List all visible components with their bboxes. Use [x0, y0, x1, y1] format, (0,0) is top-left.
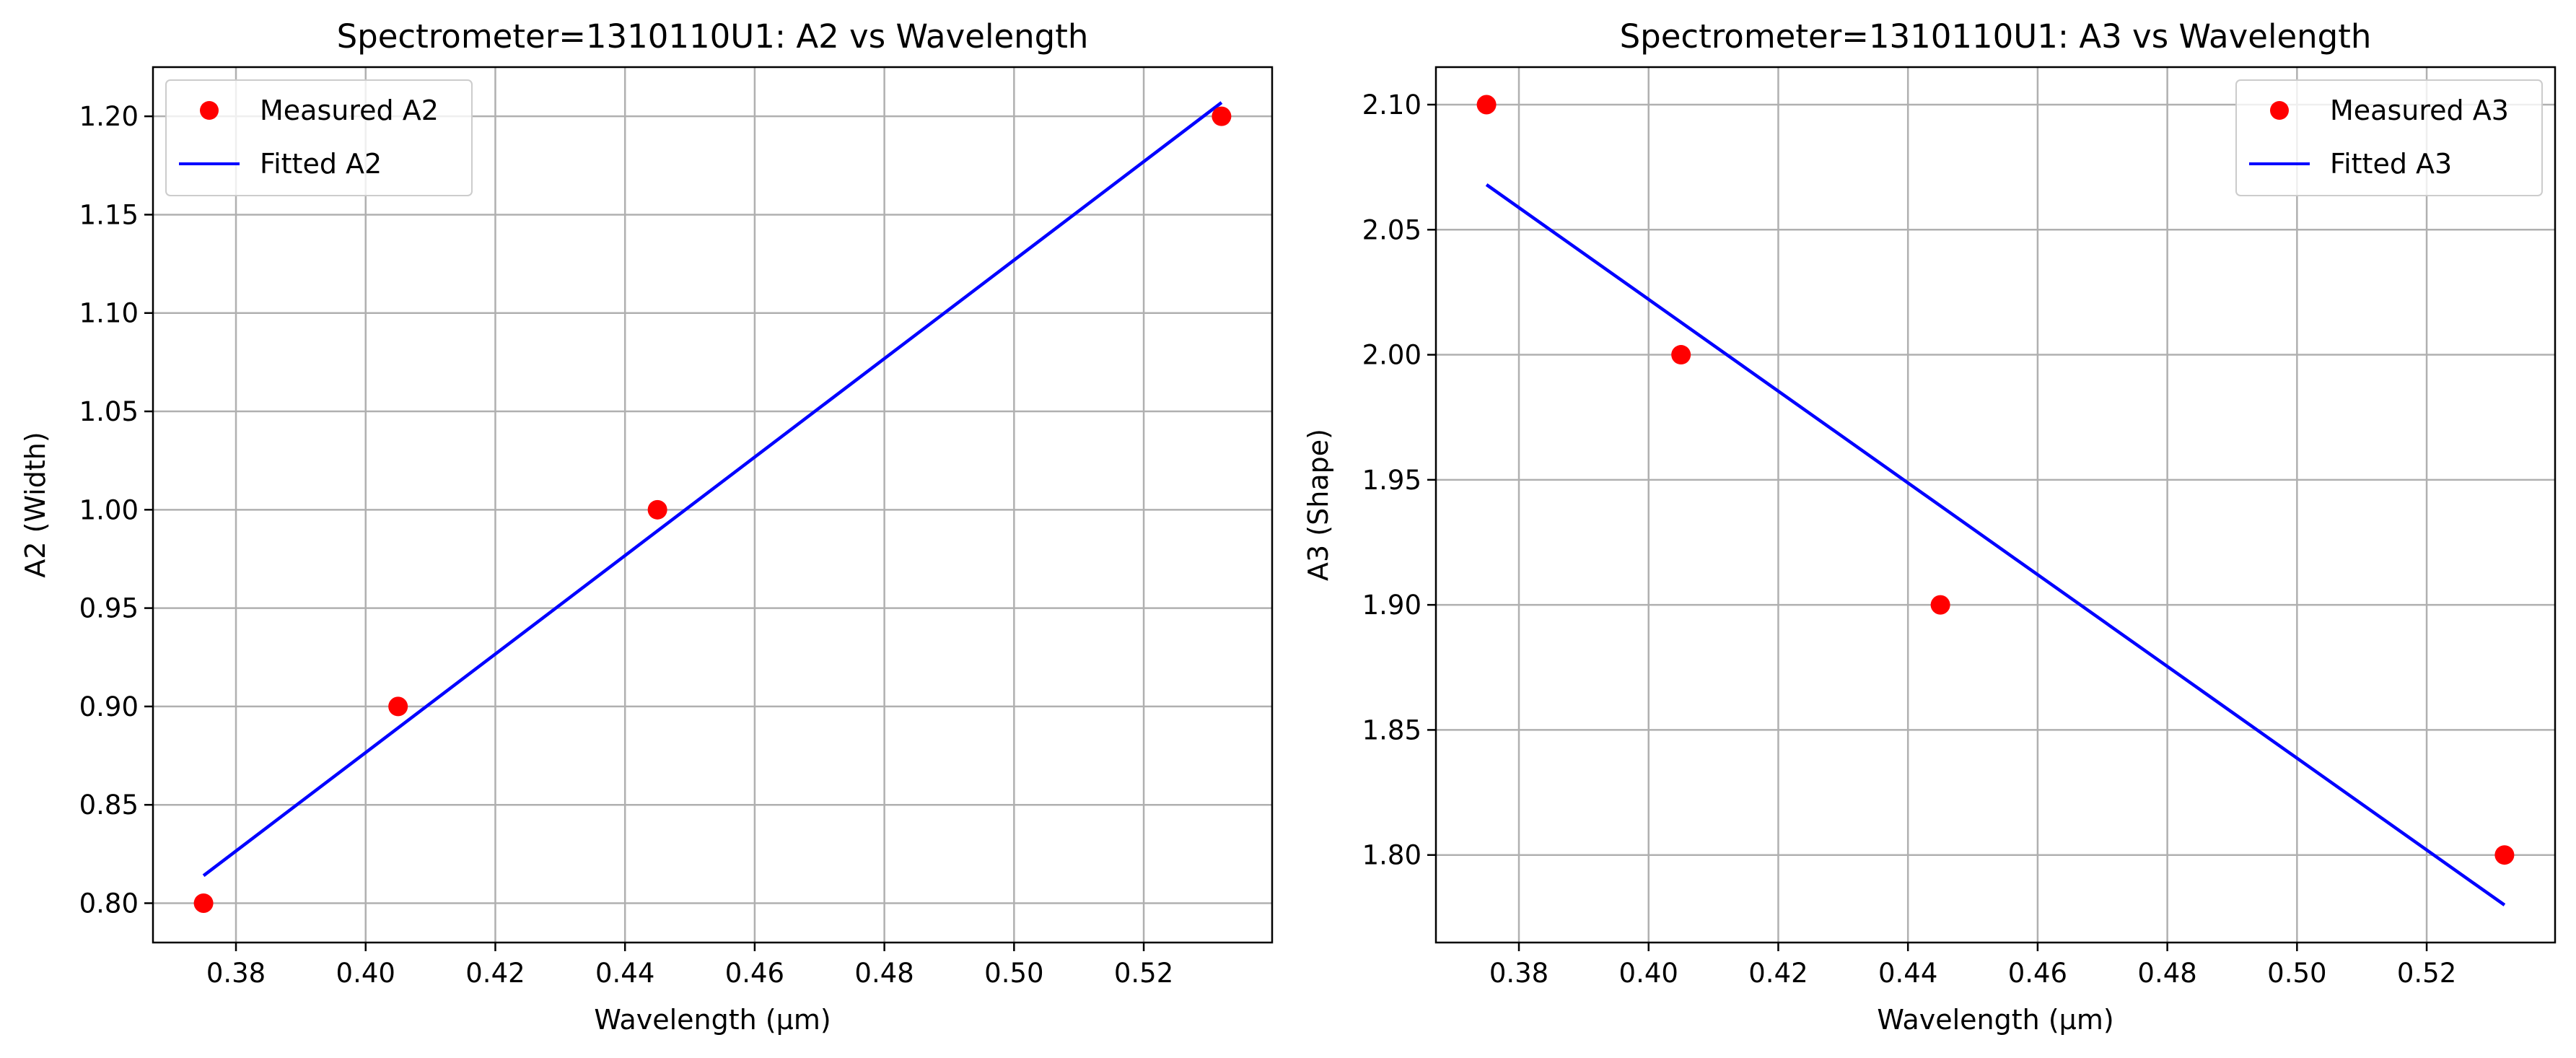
y-tick-label: 0.80 [79, 888, 139, 919]
plot-frame [152, 66, 1274, 944]
legend-label-fitted: Fitted A3 [2330, 148, 2452, 180]
legend-marker-measured [2270, 101, 2289, 120]
x-tick-label: 0.52 [1114, 958, 1173, 989]
measured-point [193, 893, 214, 913]
chart-title: Spectrometer=1310110U1: A3 vs Wavelength [1620, 17, 2372, 56]
legend-label-measured: Measured A3 [2330, 95, 2509, 126]
legend-label-measured: Measured A2 [260, 95, 439, 126]
x-tick-label: 0.44 [595, 958, 654, 989]
y-tick-label: 1.80 [1362, 840, 1421, 871]
x-tick-label: 0.42 [1748, 958, 1808, 989]
x-tick-label: 0.38 [1489, 958, 1548, 989]
x-tick-label: 0.50 [984, 958, 1043, 989]
x-tick-label: 0.40 [336, 958, 395, 989]
legend: Measured A2 Fitted A2 [165, 79, 473, 196]
y-tick-label: 1.20 [79, 101, 139, 132]
y-tick-label: 0.95 [79, 593, 139, 624]
measured-point [1930, 595, 1950, 615]
y-tick-label: 2.00 [1362, 340, 1421, 371]
x-tick-label: 0.48 [854, 958, 914, 989]
ticks: 0.38 0.40 0.42 0.44 0.46 0.48 0.50 0.52 1.80 1.85… [1362, 89, 2457, 989]
y-tick-label: 1.85 [1362, 714, 1421, 746]
y-tick-label: 0.85 [79, 790, 139, 821]
fitted-line [1485, 183, 2506, 906]
x-tick-label: 0.38 [206, 958, 266, 989]
series-layer [1476, 95, 2515, 906]
measured-point [2494, 845, 2515, 865]
y-tick-label: 2.10 [1362, 89, 1421, 121]
legend-marker-measured [200, 101, 219, 120]
y-tick-label: 1.05 [79, 396, 139, 427]
measured-point [388, 696, 408, 717]
measured-point [1212, 106, 1232, 126]
x-tick-label: 0.40 [1619, 958, 1678, 989]
measured-point [1671, 345, 1691, 365]
y-axis-label: A3 (Shape) [1302, 429, 1334, 581]
y-tick-label: 1.95 [1362, 465, 1421, 496]
measured-point [1476, 95, 1497, 115]
y-tick-label: 1.15 [79, 199, 139, 230]
y-tick-label: 2.05 [1362, 214, 1421, 245]
x-tick-label: 0.46 [2008, 958, 2067, 989]
chart-title: Spectrometer=1310110U1: A2 vs Wavelength [337, 17, 1089, 56]
legend: Measured A3 Fitted A3 [2235, 79, 2543, 196]
legend-box [2235, 79, 2543, 196]
x-tick-label: 0.42 [465, 958, 525, 989]
series-layer [193, 101, 1232, 913]
x-tick-label: 0.46 [725, 958, 784, 989]
x-tick-label: 0.52 [2397, 958, 2456, 989]
measured-point [647, 499, 667, 520]
x-tick-label: 0.48 [2137, 958, 2196, 989]
x-axis-label: Wavelength (µm) [1877, 1004, 2113, 1036]
y-tick-label: 1.10 [79, 298, 139, 329]
x-axis-label: Wavelength (µm) [594, 1004, 831, 1036]
chart-a2-vs-wavelength: 0.38 0.40 0.42 0.44 0.46 0.48 0.50 0.52 0.80 0.85… [19, 17, 1274, 1036]
y-axis-label: A2 (Width) [19, 432, 51, 577]
y-tick-label: 0.90 [79, 691, 139, 722]
fitted-line [202, 101, 1223, 878]
legend-box [165, 79, 473, 196]
y-tick-label: 1.90 [1362, 590, 1421, 621]
chart-a3-vs-wavelength: 0.38 0.40 0.42 0.44 0.46 0.48 0.50 0.52 1.80 1.85… [1302, 17, 2557, 1036]
plot-frame [1434, 66, 2557, 944]
ticks: 0.38 0.40 0.42 0.44 0.46 0.48 0.50 0.52 0.80 0.85… [79, 101, 1174, 989]
x-tick-label: 0.50 [2267, 958, 2326, 989]
grid [153, 67, 1272, 943]
y-tick-label: 1.00 [79, 494, 139, 525]
legend-label-fitted: Fitted A2 [260, 148, 382, 180]
x-tick-label: 0.44 [1878, 958, 1937, 989]
